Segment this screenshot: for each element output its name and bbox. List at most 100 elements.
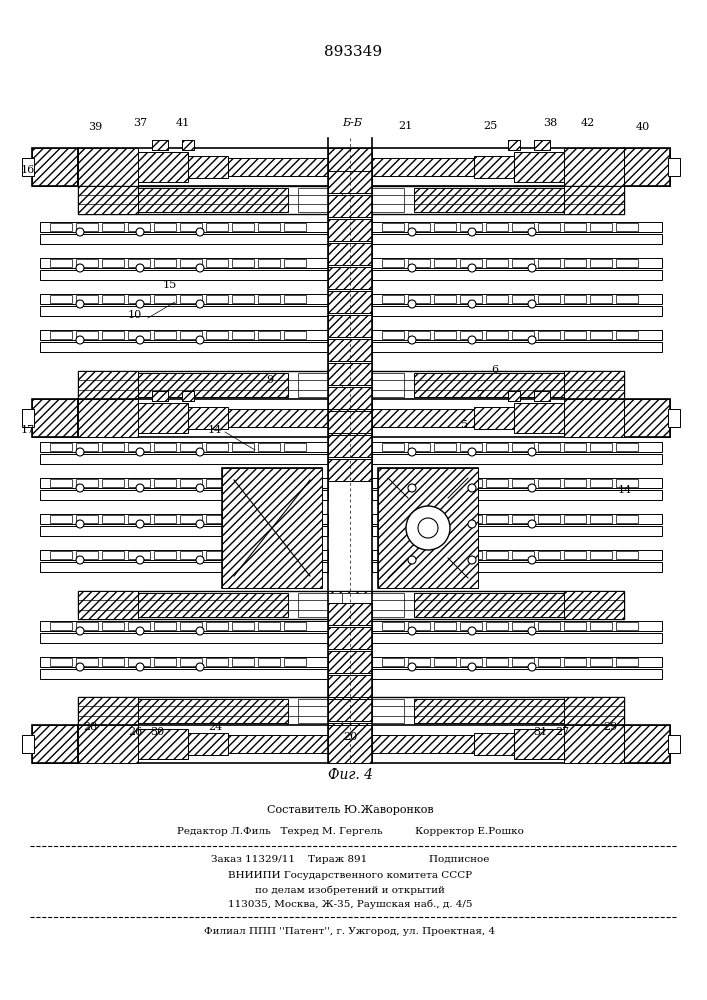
Bar [154,551,176,559]
Bar [32,399,78,437]
Circle shape [406,506,450,550]
Text: 15: 15 [163,280,177,290]
Bar [408,331,430,339]
Bar [590,479,612,487]
Bar [342,188,404,212]
Circle shape [408,663,416,671]
Bar [232,658,254,666]
Bar [152,391,168,401]
Bar [40,294,328,304]
Bar [590,658,612,666]
Text: 20: 20 [343,732,357,742]
Bar [624,148,670,186]
Bar [534,391,550,401]
Bar [538,331,560,339]
Bar [128,622,150,630]
Bar [344,409,474,427]
Bar [50,479,72,487]
Bar [102,259,124,267]
Bar [372,562,662,572]
Bar [298,373,360,397]
Bar [154,479,176,487]
Bar [258,223,280,231]
Bar [538,295,560,303]
Bar [154,515,176,523]
Bar [564,622,586,630]
Bar [154,443,176,451]
Bar [102,223,124,231]
Bar [78,148,138,186]
Circle shape [528,336,536,344]
Bar [382,259,404,267]
Bar [378,468,478,588]
Circle shape [76,663,84,671]
Bar [564,399,624,437]
Bar [624,399,670,437]
Bar [284,622,306,630]
Bar [508,140,520,150]
Bar [232,551,254,559]
Bar [284,295,306,303]
Bar [50,622,72,630]
Bar [78,591,138,619]
Bar [50,658,72,666]
Bar [328,725,372,763]
Bar [222,468,322,588]
Bar [372,550,662,560]
Bar [328,603,372,625]
Bar [514,729,564,759]
Bar [180,295,202,303]
Bar [564,725,624,763]
Bar [32,725,78,763]
Circle shape [196,300,204,308]
Bar [512,443,534,451]
Bar [624,148,670,186]
Bar [590,331,612,339]
Bar [342,373,404,397]
Bar [382,295,404,303]
Bar [486,515,508,523]
Bar [408,622,430,630]
Bar [40,526,328,536]
Circle shape [418,518,438,538]
Bar [408,443,430,451]
Bar [102,622,124,630]
Bar [138,593,288,617]
Bar [284,515,306,523]
Circle shape [468,484,476,492]
Circle shape [528,484,536,492]
Bar [328,699,372,721]
Circle shape [408,520,416,528]
Bar [232,515,254,523]
Bar [564,148,624,186]
Bar [508,391,520,401]
Bar [182,140,194,150]
Bar [128,551,150,559]
Circle shape [468,228,476,236]
Bar [508,391,520,401]
Bar [668,735,680,753]
Text: 14: 14 [618,485,632,495]
Bar [78,697,624,725]
Bar [206,551,228,559]
Bar [486,295,508,303]
Bar [434,223,456,231]
Bar [382,331,404,339]
Bar [328,363,372,385]
Bar [564,658,586,666]
Bar [590,443,612,451]
Circle shape [76,300,84,308]
Bar [102,658,124,666]
Bar [76,479,98,487]
Bar [154,259,176,267]
Bar [486,622,508,630]
Bar [372,442,662,452]
Bar [232,331,254,339]
Bar [328,697,372,725]
Bar [408,295,430,303]
Bar [180,551,202,559]
Bar [284,259,306,267]
Bar [434,443,456,451]
Bar [372,490,662,500]
Bar [372,478,662,488]
